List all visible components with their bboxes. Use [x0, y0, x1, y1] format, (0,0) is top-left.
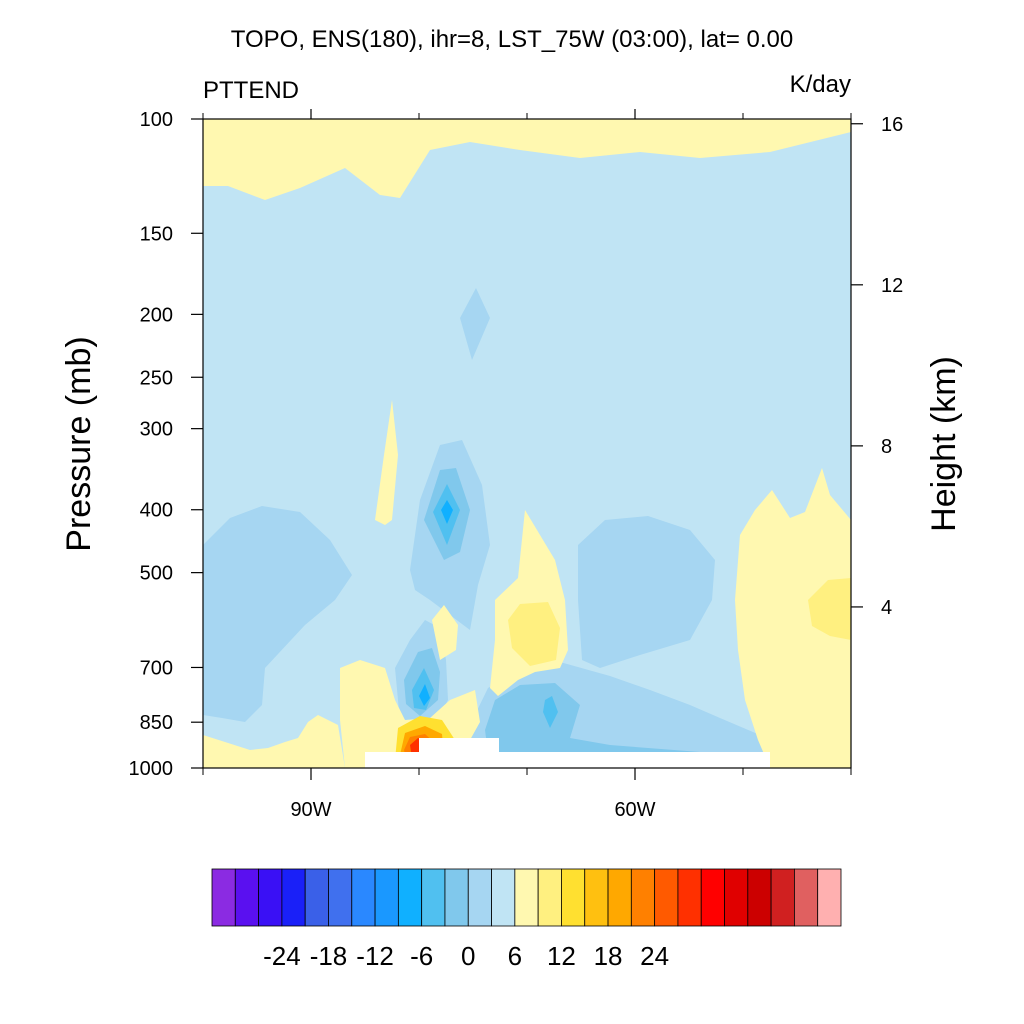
colorbar-swatch [397, 868, 423, 927]
y-right-tick-label: 12 [881, 275, 903, 297]
colorbar-swatch [607, 868, 632, 927]
colorbar-swatch [514, 868, 539, 927]
colorbar-label: 24 [640, 941, 669, 971]
contour-right-yellow [735, 468, 851, 768]
y-right-tick-label: 16 [881, 114, 903, 136]
y-tick-label: 150 [140, 223, 173, 245]
contour-low-right-blue-core [543, 696, 558, 728]
colorbar-swatch [444, 868, 469, 927]
chart-title: TOPO, ENS(180), ihr=8, LST_75W (03:00), … [231, 26, 794, 53]
colorbar-swatch [421, 868, 446, 927]
y-tick-label: 200 [140, 304, 173, 326]
colorbar-swatch [281, 868, 306, 927]
colorbar-swatch [258, 868, 283, 927]
contour-column-blue-center [441, 500, 453, 524]
colorbar-swatch [211, 868, 236, 927]
y-tick-label: 250 [140, 367, 173, 389]
colorbar-swatch [584, 868, 609, 927]
contour-right-yellow-core [808, 578, 851, 640]
colorbar-swatch [677, 868, 702, 927]
y-tick-label: 1000 [129, 758, 174, 780]
contour-left-blue [203, 506, 352, 722]
colorbar-label: 0 [461, 941, 475, 971]
terrain-mask [365, 738, 770, 768]
colorbar-swatch [630, 868, 656, 927]
y-tick-label: 400 [140, 500, 173, 522]
colorbar-swatch [747, 868, 772, 927]
contour-column-yellow [432, 605, 458, 660]
colorbar-label: 12 [547, 941, 576, 971]
y-axis-title: Pressure (mb) [60, 336, 98, 551]
contour-upper-blue [460, 288, 490, 360]
colorbar-swatch [374, 868, 399, 927]
x-axis: 90W 60W [202, 109, 852, 821]
colorbar-swatch [654, 868, 679, 927]
x-tick-label: 60W [614, 799, 655, 821]
y-axis-right: 4 8 12 16 [851, 114, 903, 619]
y-tick-label: 700 [140, 657, 173, 679]
colorbar-swatch [467, 868, 492, 927]
y-tick-label: 500 [140, 563, 173, 585]
y-right-tick-label: 8 [881, 436, 892, 458]
units-label: K/day [790, 71, 851, 98]
contour-thin-yellow [375, 400, 398, 525]
contour-lower-left-yellow [203, 715, 345, 768]
colorbar-swatch [351, 868, 376, 927]
colorbar-swatch [700, 868, 725, 927]
colorbar-label: -12 [356, 941, 394, 971]
x-tick-label: 90W [290, 799, 331, 821]
colorbar: -24 -18 -12 -6 0 6 12 18 24 [211, 868, 842, 971]
variable-label: PTTEND [203, 77, 299, 104]
colorbar-swatch [561, 868, 586, 927]
colorbar-swatch [328, 868, 353, 927]
contour-center-blue [578, 516, 715, 668]
y-right-tick-label: 4 [881, 597, 892, 619]
y-tick-label: 300 [140, 419, 173, 441]
y-tick-label: 100 [140, 109, 173, 131]
y-tick-label: 850 [140, 712, 173, 734]
contour-low-right-mid-blue [485, 683, 700, 768]
colorbar-swatch [770, 868, 795, 927]
colorbar-swatch [491, 868, 516, 927]
colorbar-swatch [794, 868, 819, 927]
colorbar-label: 18 [594, 941, 623, 971]
contour-low-left-blue-center [419, 684, 430, 706]
y-axis: 1000 850 700 500 400 300 250 200 150 100 [129, 109, 203, 780]
y-axis-right-title: Height (km) [925, 356, 963, 532]
colorbar-swatch [234, 868, 259, 927]
colorbar-swatch [304, 868, 329, 927]
colorbar-label: -24 [263, 941, 301, 971]
contour-center-yellow-core [508, 602, 560, 666]
colorbar-label: -18 [310, 941, 348, 971]
colorbar-swatch [537, 868, 562, 927]
colorbar-label: -6 [410, 941, 433, 971]
plot-area [203, 119, 851, 768]
colorbar-swatch [724, 868, 749, 927]
colorbar-label: 6 [508, 941, 522, 971]
colorbar-swatch [817, 868, 842, 927]
contour-top-pale-yellow [203, 119, 851, 200]
